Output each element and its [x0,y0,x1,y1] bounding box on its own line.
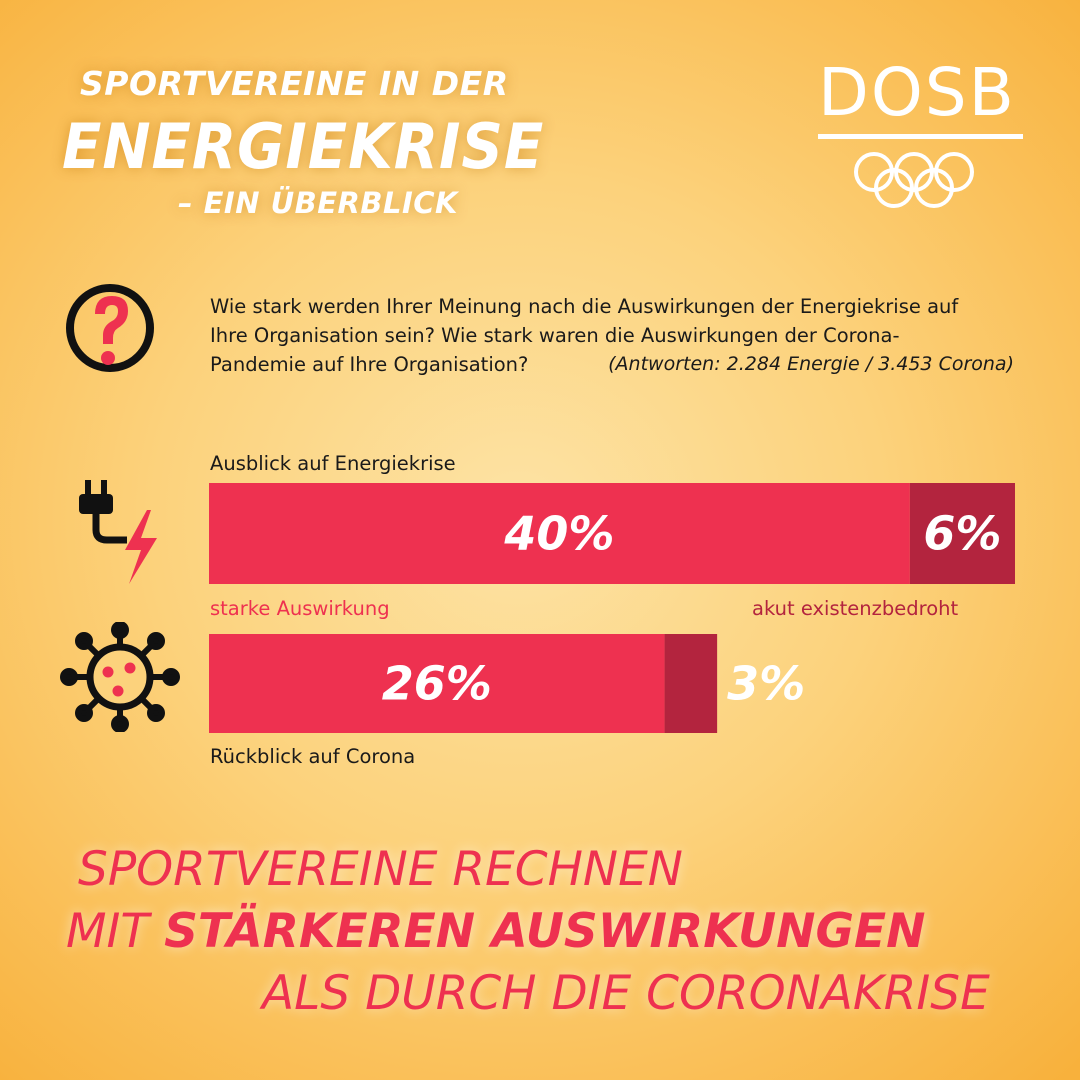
category-label-corona: Rückblick auf Corona [210,745,416,768]
data-label-strong-impact-corona: 26% [382,657,492,711]
bar-critical-energy [909,483,1015,584]
logo-underline [818,134,1023,139]
data-label-strong-impact-energy: 40% [503,507,614,561]
bar-strong-impact-energy [209,483,910,584]
olympic-rings-icon [854,152,974,208]
bar-critical-corona [664,634,718,733]
category-label-energy: Ausblick auf Energiekrise [210,452,456,475]
legend-strong-impact: starke Auswirkung [210,597,390,620]
headline-line-3: – EIN ÜBERBLICK [178,186,458,220]
answers-count: (Antworten: 2.284 Energie / 3.453 Corona… [608,353,1014,375]
plug-lightning-icon [79,480,157,584]
conclusion-line-1: SPORTVEREINE RECHNEN [78,842,683,897]
headline-line-2: ENERGIEKRISE [62,110,545,183]
logo-text: DOSB [818,54,1016,131]
data-label-critical-energy: 6% [923,507,1001,561]
conclusion-line-2: MIT STÄRKEREN AUSWIRKUNGEN [66,904,926,959]
conclusion-line-3: ALS DURCH DIE CORONAKRISE [262,966,990,1021]
bar-strong-impact-corona [209,634,665,733]
question-text: Wie stark werden Ihrer Meinung nach die … [210,295,959,376]
conclusion-line-2-prefix: MIT [66,904,150,959]
conclusion-line-2-bold: STÄRKEREN AUSWIRKUNGEN [164,904,926,959]
question-icon [66,284,154,372]
headline-line-1: SPORTVEREINE IN DER [80,64,509,103]
legend-critical: akut existenzbedroht [752,597,959,620]
data-label-critical-corona: 3% [727,657,805,711]
virus-icon [60,622,180,732]
